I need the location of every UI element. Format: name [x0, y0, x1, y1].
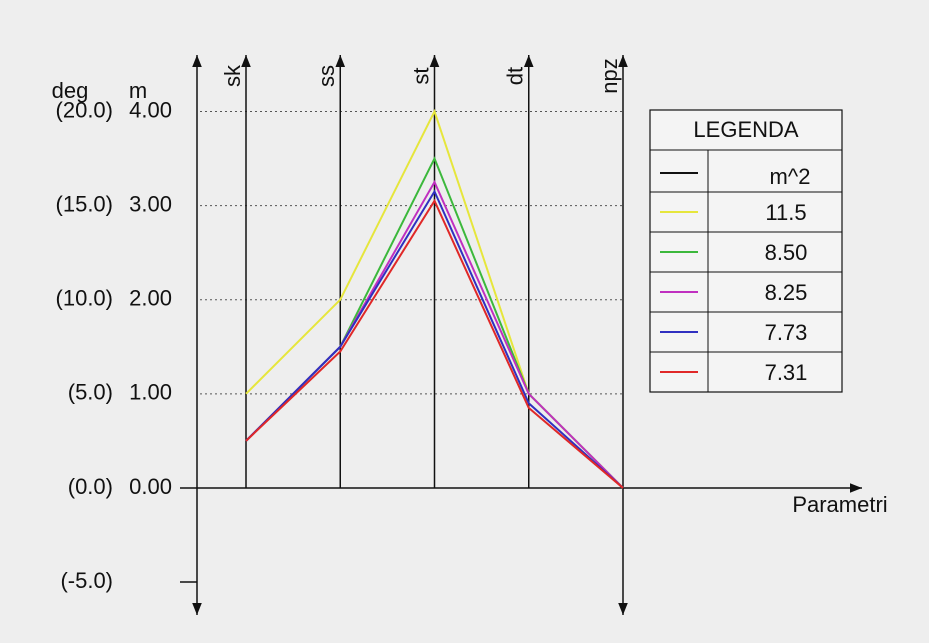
- y2-tick-label: (0.0): [68, 474, 113, 499]
- x-tick-label: ss: [314, 65, 339, 87]
- y-tick-label: 3.00: [129, 191, 172, 216]
- data-line: [245, 198, 624, 489]
- y-tick-label: 1.00: [129, 380, 172, 405]
- x-tick-label: sk: [220, 64, 245, 87]
- legend-label: 8.50: [765, 240, 808, 265]
- x-tick-label: npz: [597, 58, 622, 93]
- legend-label: 7.73: [765, 320, 808, 345]
- legend-header: m^2: [770, 164, 811, 189]
- x-tick-label: st: [408, 67, 433, 84]
- y2-tick-label: (5.0): [68, 380, 113, 405]
- y2-axis-label: deg: [52, 78, 89, 103]
- y2-tick-label: (10.0): [56, 286, 113, 311]
- y2-tick-label: (15.0): [56, 191, 113, 216]
- legend-label: 11.5: [765, 200, 806, 225]
- x-tick-label: dt: [503, 67, 528, 85]
- y-axis-label: m: [129, 78, 147, 103]
- legend-label: 7.31: [765, 360, 808, 385]
- x-axis-label: Parametri: [792, 492, 887, 517]
- legend-title: LEGENDA: [693, 117, 798, 142]
- y-tick-label: 4.00: [129, 97, 172, 122]
- data-line: [245, 189, 624, 489]
- y-tick-label: 0.00: [129, 474, 172, 499]
- y2-tick-label: (20.0): [56, 97, 113, 122]
- y-tick-label: 2.00: [129, 286, 172, 311]
- legend-label: 8.25: [765, 280, 808, 305]
- y2-tick-label: (-5.0): [60, 568, 113, 593]
